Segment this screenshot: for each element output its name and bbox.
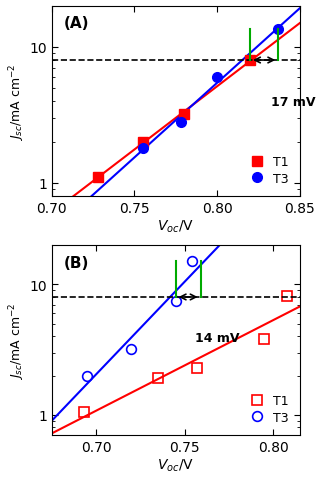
X-axis label: $V_{oc}$/V: $V_{oc}$/V bbox=[157, 456, 194, 473]
Legend: T1, T3: T1, T3 bbox=[239, 389, 293, 429]
Y-axis label: $J_{sc}$/mA cm$^{-2}$: $J_{sc}$/mA cm$^{-2}$ bbox=[7, 301, 26, 379]
Text: 17 mV: 17 mV bbox=[271, 96, 315, 109]
Text: 14 mV: 14 mV bbox=[195, 331, 240, 344]
Legend: T1, T3: T1, T3 bbox=[239, 151, 293, 190]
Y-axis label: $J_{sc}$/mA cm$^{-2}$: $J_{sc}$/mA cm$^{-2}$ bbox=[7, 63, 26, 140]
X-axis label: $V_{oc}$/V: $V_{oc}$/V bbox=[157, 218, 194, 234]
Text: (B): (B) bbox=[64, 255, 90, 270]
Text: (A): (A) bbox=[64, 16, 90, 31]
